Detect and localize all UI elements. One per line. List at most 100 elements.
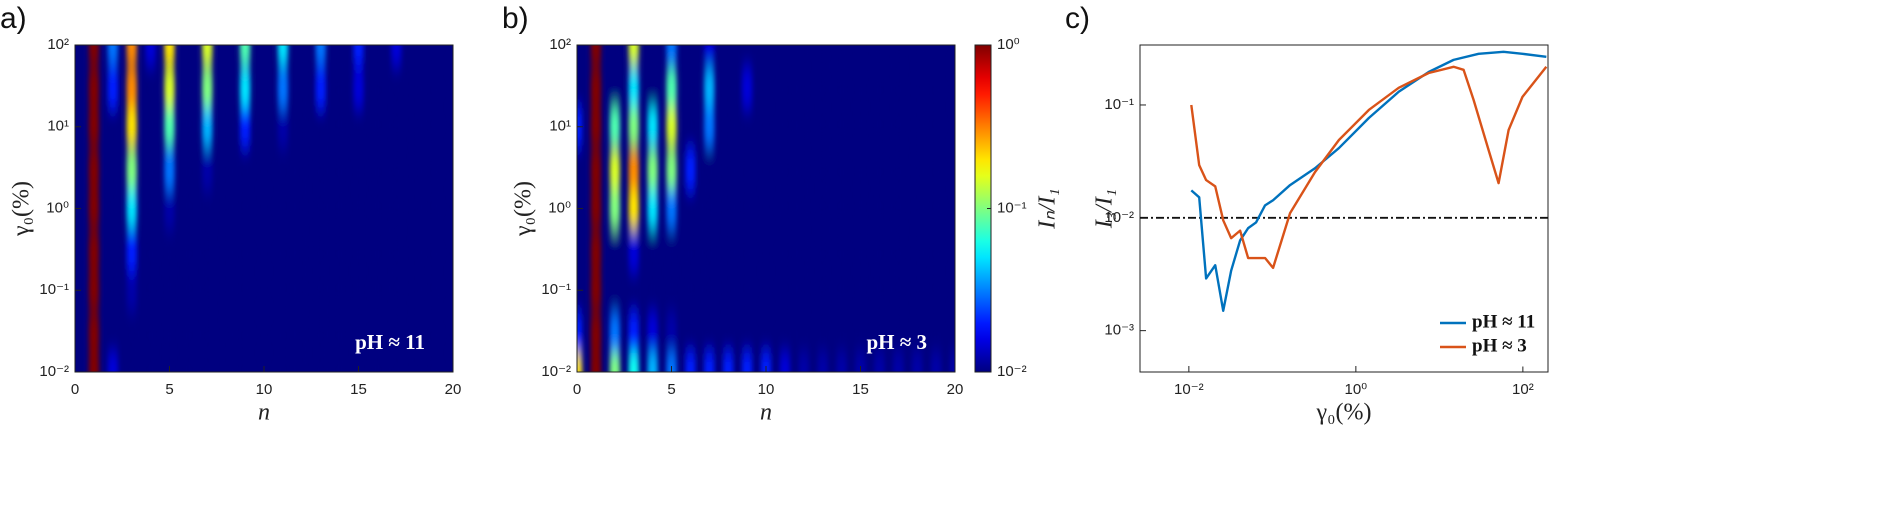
heat-cell <box>912 312 923 354</box>
heat-cell <box>666 188 677 229</box>
heat-cell <box>817 312 828 354</box>
heat-cell <box>315 188 326 229</box>
heat-cell <box>760 188 772 229</box>
heat-cell <box>704 188 715 229</box>
heat-cell <box>202 269 213 311</box>
heat-cell <box>428 188 440 229</box>
heat-cell <box>428 312 440 354</box>
heat-cell <box>126 67 137 109</box>
heat-cell <box>315 106 326 148</box>
heat-cell <box>447 230 453 272</box>
heat-cell <box>628 269 639 311</box>
heat-cell <box>723 45 734 66</box>
legend <box>1433 303 1543 367</box>
heat-cell <box>164 149 175 190</box>
heat-cell <box>447 106 453 148</box>
heat-cell <box>723 312 734 354</box>
colorbar-tick-label: 10⁻² <box>997 363 1027 380</box>
y-tick-label: 10⁻³ <box>1104 322 1134 339</box>
heat-cell <box>145 106 156 148</box>
heat-cell <box>949 67 955 109</box>
heat-cell <box>126 269 137 311</box>
heat-cell <box>741 312 753 354</box>
colorbar-tick-label: 10⁻¹ <box>997 199 1027 216</box>
heat-cell <box>874 312 885 354</box>
heat-cell <box>315 45 326 66</box>
heat-cell <box>798 312 809 354</box>
heat-cell <box>609 188 620 229</box>
heat-cell <box>277 45 289 66</box>
heat-cell <box>410 67 421 109</box>
heat-cell <box>817 149 828 190</box>
heat-cell <box>145 67 156 109</box>
heat-cell <box>949 351 955 372</box>
heat-cell <box>277 188 289 229</box>
heat-cell <box>428 230 440 272</box>
heat-cell <box>590 312 602 354</box>
heat-cell <box>609 149 620 190</box>
heat-cell <box>685 106 696 148</box>
x-tick-label: 20 <box>947 381 964 398</box>
heat-cell <box>912 188 923 229</box>
heat-cell <box>893 67 904 109</box>
heat-cell <box>798 188 809 229</box>
heat-cell <box>723 269 734 311</box>
heat-cell <box>685 45 696 66</box>
heat-cell <box>666 230 677 272</box>
heat-cell <box>164 351 175 372</box>
heat-cell <box>779 230 791 272</box>
heat-cell <box>590 269 602 311</box>
heat-cell <box>334 45 345 66</box>
heat-cell <box>258 149 270 190</box>
heat-cell <box>334 67 345 109</box>
heat-cell <box>893 230 904 272</box>
heat-cell <box>949 149 955 190</box>
heat-cell <box>202 230 213 272</box>
heat-cell <box>590 106 602 148</box>
heat-cell <box>447 188 453 229</box>
heat-cell <box>836 351 847 372</box>
heat-cell <box>88 230 100 272</box>
heat-cell <box>410 269 421 311</box>
heat-cell <box>874 230 885 272</box>
y-tick-label: 10⁻¹ <box>39 281 69 298</box>
heat-cell <box>258 269 270 311</box>
y-axis-label: γ₀(%) <box>511 181 537 237</box>
heat-cell <box>258 230 270 272</box>
heat-cell <box>817 45 828 66</box>
heat-cell <box>239 45 251 66</box>
heat-cell <box>855 149 866 190</box>
x-tick-label: 10⁰ <box>1345 381 1368 398</box>
heat-cell <box>296 149 307 190</box>
y-axis-label: γ₀(%) <box>9 181 35 237</box>
heat-cell <box>628 230 639 272</box>
heatmap-cells <box>75 45 453 372</box>
heat-cell <box>855 230 866 272</box>
heat-cell <box>590 351 602 372</box>
heat-cell <box>183 351 194 372</box>
heat-cell <box>353 188 364 229</box>
heat-cell <box>723 67 734 109</box>
y-tick-label: 10⁰ <box>46 199 69 216</box>
heat-cell <box>75 45 81 66</box>
legend-label: pH ≈ 3 <box>1472 335 1527 356</box>
heat-cell <box>836 312 847 354</box>
x-tick-label: 10² <box>1512 381 1534 398</box>
heat-cell <box>647 269 658 311</box>
heat-cell <box>741 230 753 272</box>
heat-cell <box>447 351 453 372</box>
heat-cell <box>798 67 809 109</box>
annotation: pH ≈ 11 <box>355 330 425 354</box>
heat-cell <box>410 45 421 66</box>
heat-cell <box>391 351 402 372</box>
heat-cell <box>372 351 383 372</box>
heat-cell <box>609 269 620 311</box>
heat-cell <box>107 269 118 311</box>
heat-cell <box>855 106 866 148</box>
heat-cell <box>874 149 885 190</box>
heat-cell <box>760 45 772 66</box>
heat-cell <box>239 67 251 109</box>
y-tick-label: 10¹ <box>549 118 571 135</box>
heat-cell <box>685 67 696 109</box>
